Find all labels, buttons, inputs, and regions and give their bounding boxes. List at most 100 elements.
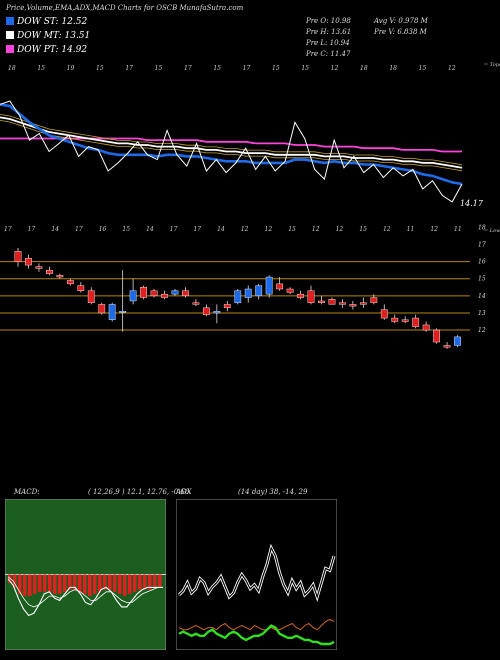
macd-histogram-bar [58,574,62,594]
candle-body [443,345,451,348]
macd-histogram-bar [158,574,162,588]
top-tick-label: 15 [96,65,104,72]
top-tick-label: 19 [67,65,75,72]
stat-avg-volume: Avg V: 0.978 M [374,17,428,25]
legend-dow-st: DOW ST: 12.52 [6,17,87,27]
price-ema-chart: 18 15 19 15 17 15 17 15 17 15 15 12 18 18 15 12 = Topa 14… [0,62,500,208]
macd-histogram-bar [83,574,87,594]
candle-body [66,280,74,285]
macd-histogram-bar [8,574,12,584]
y-tick-label: 13 [478,310,486,317]
top-tick-label: 17 [243,65,251,72]
top-tick-label: 15 [155,65,163,72]
macd-line-signal [7,576,163,608]
top-tick-label: 12 [448,65,456,72]
candle-body [244,288,252,298]
macd-histogram-bar [33,574,37,594]
top-tick-label: 15 [272,65,280,72]
candle-body [286,288,294,293]
candle-body [422,324,430,331]
top-tick-label: 14 [217,226,225,233]
candle-body [192,302,200,305]
top-tick-label: 17 [28,226,36,233]
candle-body [45,269,53,274]
macd-histogram-bar [53,574,57,594]
legend-swatch-pt [6,45,14,53]
macd-histogram-bar [148,574,152,590]
macd-histogram-bar [143,574,147,590]
y-tick-label: 17 [478,242,486,249]
macd-line-macd [7,578,163,617]
candle-body [380,309,388,319]
macd-histogram-bar [108,574,112,590]
top-tick-label: 14 [146,226,154,233]
ema-band-line [0,120,463,172]
top-tick-label: 12 [383,226,391,233]
macd-histogram-bar [38,574,42,592]
adx-chart [176,499,337,650]
macd-chart [5,499,166,650]
macd-histogram-bar [43,574,47,592]
macd-histogram-bar [138,574,142,590]
macd-histogram-bar [113,574,117,592]
stat-pre-high: Pre H: 13.61 [306,28,352,36]
candle-body [171,290,179,295]
macd-histogram-bar [73,574,77,590]
macd-histogram-bar [133,574,137,592]
legend-dow-pt: DOW PT: 14.92 [6,45,87,55]
y-tick-label: 12 [478,327,486,334]
candle-body [108,304,116,320]
macd-histogram-bar [103,574,107,590]
candle-body [318,300,325,303]
series-line-dow-mt [0,116,463,169]
top-tick-label: 15 [122,226,130,233]
candle-body [454,336,461,346]
macd-title: MACD: [14,488,40,496]
y-tick-label: 18 [478,224,486,231]
top-tick-label: 12 [265,226,273,233]
top-tick-label: 12 [331,65,339,72]
candle-body [349,304,357,307]
macd-histogram-bar [98,574,102,592]
top-tick-label: 17 [184,65,192,72]
stat-pre-open: Pre O: 10.98 [306,17,351,25]
top-tick-label: 11 [454,226,462,233]
candle-body [77,285,85,291]
candle-body [359,302,367,305]
top-tick-label: 11 [407,226,415,233]
candle-body [339,302,346,305]
top-tick-label: 18 [360,65,368,72]
top-tick-label: 15 [213,65,221,72]
top-tick-label: 12 [241,226,249,233]
stat-pre-close: Pre C: 11.47 [306,50,351,58]
candle-body [276,283,284,290]
macd-histogram-bar [68,574,72,590]
ema-band-line [0,114,463,166]
stat-pre-low: Pre L: 10.94 [306,39,350,47]
macd-histogram-bar [88,574,92,597]
candle-body [433,329,441,343]
corner-label: = Lowes [484,228,500,234]
candle-body [25,258,32,266]
macd-histogram-bar [63,574,67,592]
y-tick-label: 14 [478,293,486,300]
stat-pre-volume: Pre V: 6.838 M [374,28,427,36]
top-tick-label: 14 [51,226,59,233]
adx-line-plus-di [178,624,335,646]
macd-histogram-bar [48,574,52,592]
candle-body [223,304,231,309]
macd-histogram-bar [23,574,27,597]
macd-histogram-bar [118,574,122,594]
top-tick-label: 15 [37,65,45,72]
top-tick-label: 17 [170,226,178,233]
candle-body [370,297,378,303]
legend-swatch-st [6,17,14,25]
series-line-price [0,100,463,203]
top-tick-label: 17 [4,226,12,233]
macd-histogram-bar [13,574,17,588]
candle-body [14,251,22,262]
last-value-label: 14.17 [460,199,484,208]
page-title: Price,Volume,EMA,ADX,MACD Charts for OSC… [6,4,244,12]
candle-body [129,290,137,302]
top-tick-label: 17 [75,226,83,233]
